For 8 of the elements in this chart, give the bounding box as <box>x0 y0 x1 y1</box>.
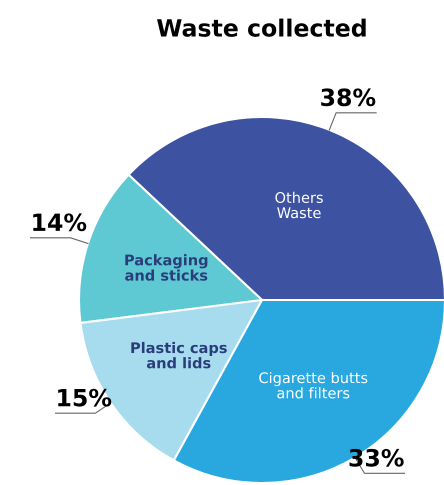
data-label: 15% <box>58 388 112 407</box>
chart-title: Waste collected <box>157 18 366 37</box>
data-label: 14% <box>33 213 86 232</box>
slice-label: Packaging and sticks <box>125 254 208 281</box>
slice-label: Others Waste <box>275 192 323 218</box>
slice-label: Plastic caps and lids <box>131 342 227 368</box>
data-label: 38% <box>321 88 376 106</box>
slice-label: Cigarette butts and filters <box>259 372 368 398</box>
